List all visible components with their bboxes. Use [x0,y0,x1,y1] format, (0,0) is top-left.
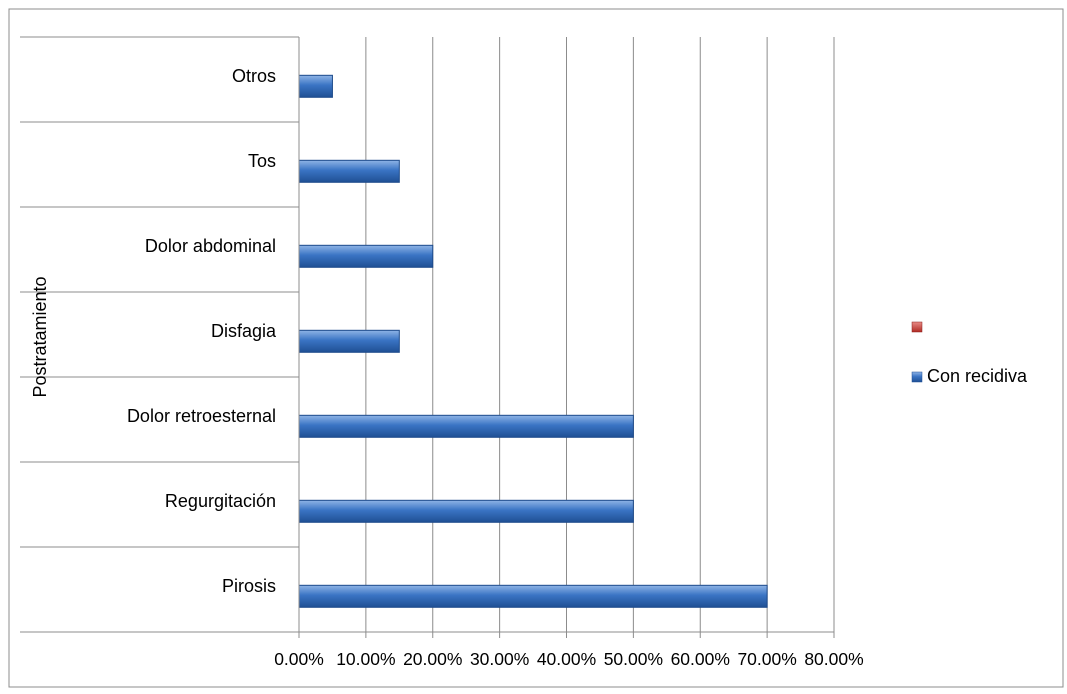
bar-regurgitaci-n [298,499,634,523]
x-tick-label: 40.00% [537,649,596,669]
bar-pirosis [298,584,768,608]
bar-dolor-retroesternal [298,414,634,438]
y-axis-title: Postratamiento [30,276,50,397]
bar-disfagia [298,329,400,353]
legend-label-con-recidiva: Con recidiva [927,366,1028,386]
x-tick-label: 10.00% [336,649,395,669]
category-label: Disfagia [211,321,277,341]
category-label: Tos [248,151,276,171]
bar-otros [298,74,333,98]
x-tick-label: 0.00% [274,649,324,669]
category-label: Regurgitación [165,491,276,511]
category-labels: Pirosis Regurgitación Dolor retroesternal D… [127,66,277,596]
grid-lines [365,37,835,632]
legend: Con recidiva [911,321,1028,386]
x-tick-label: 80.00% [804,649,863,669]
x-tick-label: 20.00% [403,649,462,669]
x-tick-label: 70.00% [737,649,796,669]
category-label: Pirosis [222,576,276,596]
x-tick-label: 60.00% [671,649,730,669]
x-tick-label: 50.00% [604,649,663,669]
bar-tos [298,159,400,183]
x-tick-labels: 0.00% 10.00% 20.00% 30.00% 40.00% 50.00% 60.00… [274,649,863,669]
chart-border [8,8,1064,688]
legend-swatch-series-1 [911,321,923,333]
category-label: Otros [232,66,276,86]
legend-swatch-con-recidiva [911,371,923,383]
bars [298,74,768,608]
bar-dolor-abdominal [298,244,434,268]
category-label: Dolor abdominal [145,236,276,256]
x-tick-label: 30.00% [470,649,529,669]
category-divider-lines [20,36,835,638]
category-label: Dolor retroesternal [127,406,276,426]
